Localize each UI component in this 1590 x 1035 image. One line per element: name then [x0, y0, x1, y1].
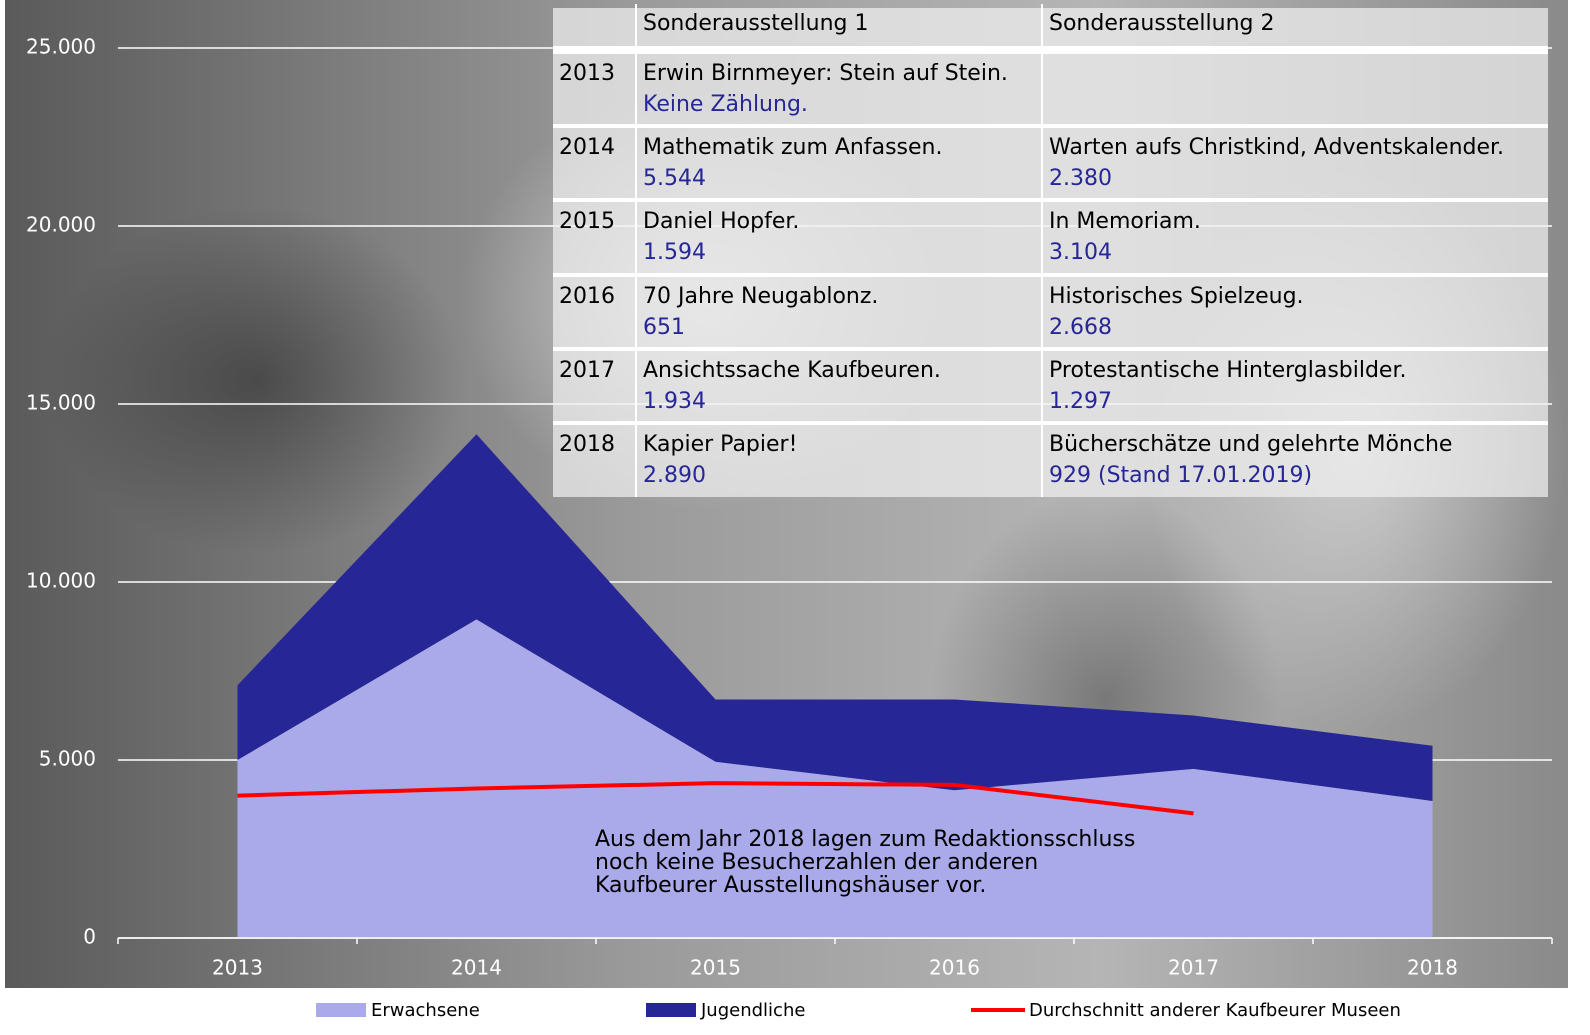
- exhibit-title: 70 Jahre Neugablonz.: [643, 281, 1035, 312]
- year-cell: 2017: [553, 351, 635, 421]
- exhibit-title: Kapier Papier!: [643, 429, 1035, 460]
- exhibit-count: 5.544: [643, 163, 1035, 194]
- exhibit-cell: Warten aufs Christkind, Adventskalender.…: [1041, 128, 1548, 198]
- exhibit-cell: [1041, 54, 1548, 124]
- x-tick-label: 2018: [1407, 956, 1458, 980]
- legend-label: Jugendliche: [700, 1000, 805, 1021]
- header-cell: [553, 4, 635, 46]
- exhibit-count: 2.890: [643, 460, 1035, 491]
- year-cell: 2015: [553, 202, 635, 273]
- exhibit-count: 1.594: [643, 237, 1035, 268]
- exhibit-title: Ansichtssache Kaufbeuren.: [643, 355, 1035, 386]
- exhibit-cell: Protestantische Hinterglasbilder.1.297: [1041, 351, 1548, 421]
- exhibit-title: Historisches Spielzeug.: [1049, 281, 1542, 312]
- legend-label: Durchschnitt anderer Kaufbeurer Museen: [1029, 1000, 1401, 1021]
- annotation: Aus dem Jahr 2018 lagen zum Redaktionssc…: [595, 827, 1135, 852]
- y-tick-label: 25.000: [26, 35, 96, 59]
- exhibit-title: Mathematik zum Anfassen.: [643, 132, 1035, 163]
- x-tick-label: 2015: [690, 956, 741, 980]
- exhibit-count: 929 (Stand 17.01.2019): [1049, 460, 1542, 491]
- exhibit-cell: Mathematik zum Anfassen.5.544: [635, 128, 1041, 198]
- y-tick-label: 20.000: [26, 213, 96, 237]
- x-tick-label: 2013: [212, 956, 263, 980]
- exhibit-count: 3.104: [1049, 237, 1542, 268]
- year-cell: 2014: [553, 128, 635, 198]
- legend-swatch: [316, 1003, 366, 1017]
- exhibit-title: Protestantische Hinterglasbilder.: [1049, 355, 1542, 386]
- y-tick-label: 15.000: [26, 391, 96, 415]
- exhibit-count: 651: [643, 312, 1035, 343]
- exhibit-count: 2.380: [1049, 163, 1542, 194]
- y-tick-label: 0: [83, 925, 96, 949]
- exhibit-cell: Ansichtssache Kaufbeuren.1.934: [635, 351, 1041, 421]
- exhibit-title: Warten aufs Christkind, Adventskalender.: [1049, 132, 1542, 163]
- exhibit-cell: Erwin Birnmeyer: Stein auf Stein.Keine Z…: [635, 54, 1041, 124]
- year-cell: 2018: [553, 425, 635, 497]
- header-cell: Sonderausstellung 1: [635, 4, 1041, 46]
- exhibit-cell: In Memoriam.3.104: [1041, 202, 1548, 273]
- exhibit-count: 1.934: [643, 386, 1035, 417]
- y-tick-label: 10.000: [26, 569, 96, 593]
- exhibit-count: 1.297: [1049, 386, 1542, 417]
- exhibit-cell: Daniel Hopfer.1.594: [635, 202, 1041, 273]
- header-cell: Sonderausstellung 2: [1041, 4, 1548, 46]
- annotation: Kaufbeurer Ausstellungshäuser vor.: [595, 873, 986, 898]
- exhibit-title: Bücherschätze und gelehrte Mönche: [1049, 429, 1542, 460]
- x-tick-label: 2014: [451, 956, 502, 980]
- exhibit-title: Daniel Hopfer.: [643, 206, 1035, 237]
- page: 05.00010.00015.00020.00025.0002013201420…: [0, 0, 1590, 1035]
- exhibit-count: 2.668: [1049, 312, 1542, 343]
- exhibit-cell: Historisches Spielzeug.2.668: [1041, 277, 1548, 347]
- year-cell: 2016: [553, 277, 635, 347]
- exhibit-count: Keine Zählung.: [643, 89, 1035, 120]
- exhibit-cell: 70 Jahre Neugablonz.651: [635, 277, 1041, 347]
- x-tick-label: 2017: [1168, 956, 1219, 980]
- annotation: noch keine Besucherzahlen der anderen: [595, 850, 1038, 875]
- exhibit-title: In Memoriam.: [1049, 206, 1542, 237]
- y-tick-label: 5.000: [39, 747, 96, 771]
- legend-label: Erwachsene: [371, 1000, 480, 1021]
- year-cell: 2013: [553, 54, 635, 124]
- legend-swatch: [646, 1003, 696, 1017]
- exhibit-cell: Kapier Papier!2.890: [635, 425, 1041, 497]
- x-tick-label: 2016: [929, 956, 980, 980]
- exhibit-title: Erwin Birnmeyer: Stein auf Stein.: [643, 58, 1035, 89]
